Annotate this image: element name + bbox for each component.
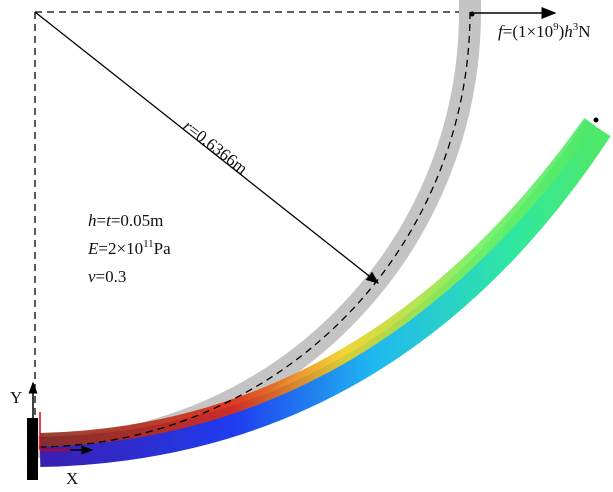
- figure: f=(1×109)h3N r=0.6366m h=t=0.05m E=2×101…: [0, 0, 613, 492]
- modulus-label: E=2×1011Pa: [87, 238, 171, 258]
- force-label: f=(1×109)h3N: [498, 21, 591, 41]
- thickness-label: h=t=0.05m: [88, 211, 163, 230]
- x-axis-label: X: [66, 469, 78, 488]
- y-axis-label: Y: [10, 388, 22, 407]
- poisson-label: v=0.3: [88, 267, 126, 286]
- radius-label: r=0.6366m: [180, 116, 252, 178]
